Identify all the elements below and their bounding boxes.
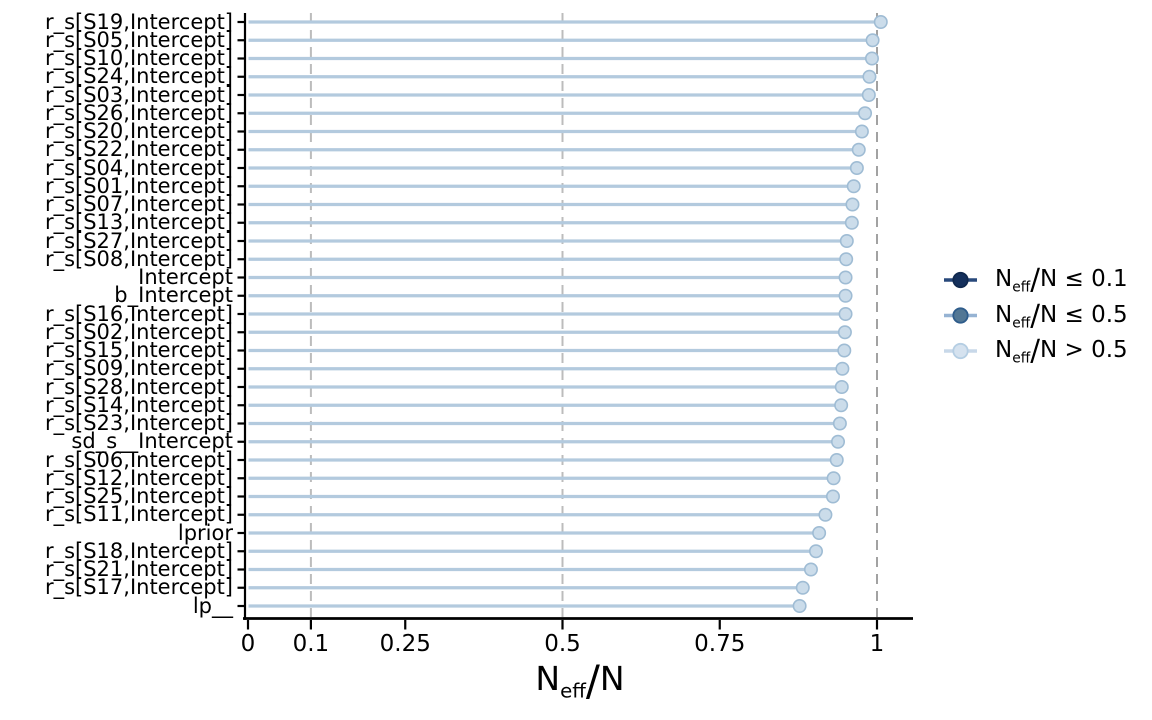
lollipop-point — [829, 452, 844, 467]
lollipop-point — [862, 69, 877, 84]
lollipop-point — [864, 51, 879, 66]
lollipop-point — [834, 398, 849, 413]
lollipop-point — [803, 562, 818, 577]
lollipop-point — [818, 507, 833, 522]
lollipop-point — [835, 361, 850, 376]
lollipop-point — [825, 489, 840, 504]
lollipop-point — [849, 161, 864, 176]
lollipop-point — [834, 379, 849, 394]
lollipop-point — [837, 343, 852, 358]
lollipop-point — [839, 252, 854, 267]
legend-key-point — [952, 307, 969, 324]
lollipop-point — [792, 598, 807, 613]
lollipop-point — [795, 580, 810, 595]
legend-key-point — [952, 342, 969, 360]
lollipop-point — [854, 124, 869, 139]
x-tick-label: 0.1 — [292, 631, 330, 657]
x-tick-label: 0.25 — [379, 631, 431, 657]
lollipop-point — [832, 416, 847, 431]
x-tick-label: 0.75 — [694, 631, 746, 657]
lollipop-point — [812, 525, 827, 540]
x-axis-title: Neff/N — [535, 655, 625, 705]
lollipop-point — [831, 434, 846, 449]
lollipop-point — [861, 88, 876, 103]
lollipop-point — [838, 288, 853, 303]
x-tick-label: 1 — [869, 631, 885, 657]
lollipop-point — [837, 325, 852, 340]
lollipop-point — [851, 142, 866, 157]
legend-key-point — [952, 271, 969, 289]
lollipop-point — [846, 179, 861, 194]
legend-label: Neff/N > 0.5 — [995, 333, 1128, 368]
lollipop-point — [844, 215, 859, 230]
lollipop-point — [865, 33, 880, 48]
lollipop-point — [873, 15, 888, 29]
lollipop-point — [826, 471, 841, 486]
x-tick-label: 0 — [240, 631, 256, 657]
lollipop-point — [845, 197, 860, 212]
lollipop-point — [808, 544, 823, 559]
lollipop-point — [838, 270, 853, 285]
lollipop-point — [839, 234, 854, 249]
legend-label: Neff/N ≤ 0.1 — [995, 262, 1128, 297]
legend-label: Neff/N ≤ 0.5 — [995, 297, 1128, 332]
lollipop-point — [858, 106, 873, 121]
lollipop-point — [838, 306, 853, 321]
x-tick-label: 0.5 — [544, 631, 581, 657]
